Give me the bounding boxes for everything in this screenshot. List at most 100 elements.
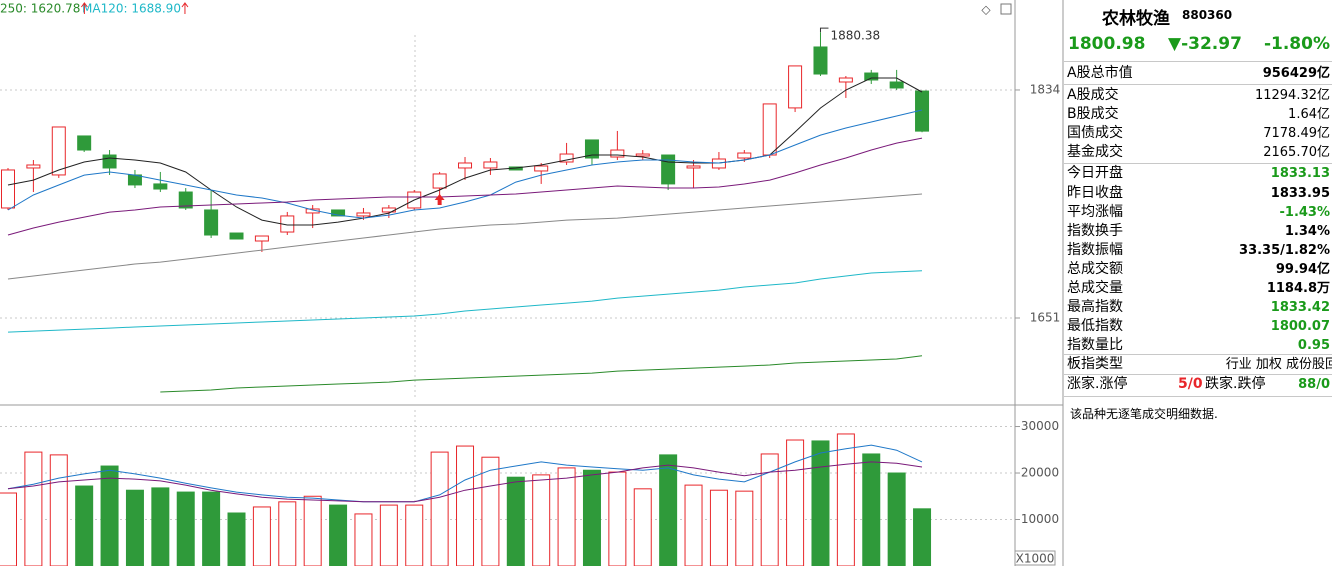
row-label: 指数量比 [1067, 337, 1123, 353]
legend-entry: MA120: 1688.90 [82, 2, 181, 16]
info-row: A股成交 11294.32亿 [1067, 86, 1332, 105]
row-label: 昨日收盘 [1067, 185, 1123, 201]
info-row: B股成交 1.64亿 [1067, 105, 1332, 124]
candle-body [737, 152, 752, 159]
icon-diamond[interactable]: ◇ [981, 3, 991, 17]
volume-bar [430, 451, 449, 566]
row-value: 1184.8万 [1266, 281, 1330, 296]
candle-body [77, 135, 92, 151]
volume-bar [151, 487, 170, 566]
volume-bar [252, 506, 271, 566]
volume-bar [481, 456, 500, 566]
separator [1064, 396, 1332, 397]
volume-bar [633, 488, 652, 566]
info-row: 基金成交 2165.70亿 [1067, 143, 1332, 162]
info-row: 指数振幅 33.35/1.82% [1067, 241, 1332, 260]
y-tick-label: 1834 [1030, 82, 1061, 96]
row-value: 0.95 [1297, 338, 1330, 353]
icon-window[interactable] [1000, 3, 1012, 15]
volume-bar [75, 485, 94, 566]
volume-bar [557, 467, 576, 566]
candle-body [635, 153, 650, 157]
ma-line [7, 193, 923, 280]
y-tick-label: 10000 [1021, 512, 1059, 526]
row-label: 最高指数 [1067, 299, 1123, 315]
row-value: 7178.49亿 [1263, 126, 1330, 141]
candle-body [381, 207, 396, 213]
volume-bar [379, 504, 398, 566]
row-value: -1.43% [1279, 205, 1331, 220]
row-label: 基金成交 [1067, 144, 1123, 160]
volume-bar [354, 513, 373, 566]
ma-line [7, 270, 923, 333]
y-tick-label: 20000 [1021, 466, 1059, 480]
separator [1064, 163, 1332, 164]
row-label: 涨家.涨停 [1067, 376, 1128, 392]
info-row: 最低指数 1800.07 [1067, 317, 1332, 336]
separator [1064, 84, 1332, 85]
info-row: 国债成交 7178.49亿 [1067, 124, 1332, 143]
volume-bar [202, 491, 221, 566]
info-row: 指数量比 0.95 [1067, 336, 1332, 355]
candle-body [788, 65, 803, 109]
quote-panel: 农林牧渔 880360 1800.98 ▼-32.97 -1.80% A股总市值… [1064, 0, 1332, 566]
info-row: A股总市值 956429亿 [1067, 64, 1332, 83]
info-row: 总成交量 1184.8万 [1067, 279, 1332, 298]
candle-body [178, 191, 193, 209]
candle-body [483, 161, 498, 169]
volume-bar [405, 504, 424, 566]
info-row: 平均涨幅 -1.43% [1067, 203, 1332, 222]
volume-bar [456, 445, 475, 566]
volume-bar [0, 492, 17, 566]
volume-bar [125, 489, 144, 566]
volume-bar [303, 495, 322, 566]
ma-line [7, 137, 923, 236]
high-annotation: 1880.38 [830, 29, 880, 43]
volume-bar [913, 508, 932, 566]
y-tick-label: 1651 [1030, 311, 1061, 325]
candle-body [864, 72, 879, 81]
separator [1064, 61, 1332, 62]
row-label: 最低指数 [1067, 318, 1123, 334]
row-value: 11294.32亿 [1254, 88, 1330, 103]
candle-body [1, 169, 15, 209]
y-tick-label: 30000 [1021, 419, 1059, 433]
row-label: 平均涨幅 [1067, 204, 1123, 220]
candle-body [331, 209, 346, 217]
row-label: 板指类型 [1067, 356, 1123, 372]
row-label: 跌家.跌停 [1205, 376, 1266, 392]
candle-body [762, 103, 777, 156]
row-value: 2165.70亿 [1263, 145, 1330, 160]
row-label: 总成交量 [1067, 280, 1123, 296]
row-value: 1800.07 [1270, 319, 1330, 334]
row-value: 956429亿 [1262, 66, 1330, 81]
row-value: 1833.13 [1270, 166, 1330, 181]
separator [1064, 374, 1332, 375]
candle-body [838, 77, 853, 83]
row-label: 总成交额 [1067, 261, 1123, 277]
chart: 250: 1620.78 MA120: 1688.90 ◇ X1000 1651… [0, 0, 1064, 566]
separator [1064, 354, 1332, 355]
candle-body [584, 139, 599, 159]
row-label: A股成交 [1067, 87, 1119, 103]
row-label: A股总市值 [1067, 65, 1133, 81]
unit-label: X1000 [1016, 552, 1055, 566]
row-label: 国债成交 [1067, 125, 1123, 141]
volume-bar [582, 469, 601, 566]
candle-body [889, 81, 904, 89]
row-label: 指数振幅 [1067, 242, 1123, 258]
candle-body [534, 165, 549, 172]
volume-bar [887, 472, 906, 566]
candle-body [661, 154, 676, 185]
volume-bar [100, 465, 119, 566]
volume-bar [862, 453, 881, 566]
high-flag [819, 27, 829, 33]
info-row: 总成交额 99.94亿 [1067, 260, 1332, 279]
panel-code: 880360 [1182, 8, 1233, 22]
volume-bar [227, 512, 246, 566]
signal-arrow [434, 193, 445, 205]
legend-arrow [181, 2, 189, 14]
candle-body [813, 46, 828, 75]
volume-bar [49, 454, 68, 566]
volume-bar [735, 490, 754, 566]
